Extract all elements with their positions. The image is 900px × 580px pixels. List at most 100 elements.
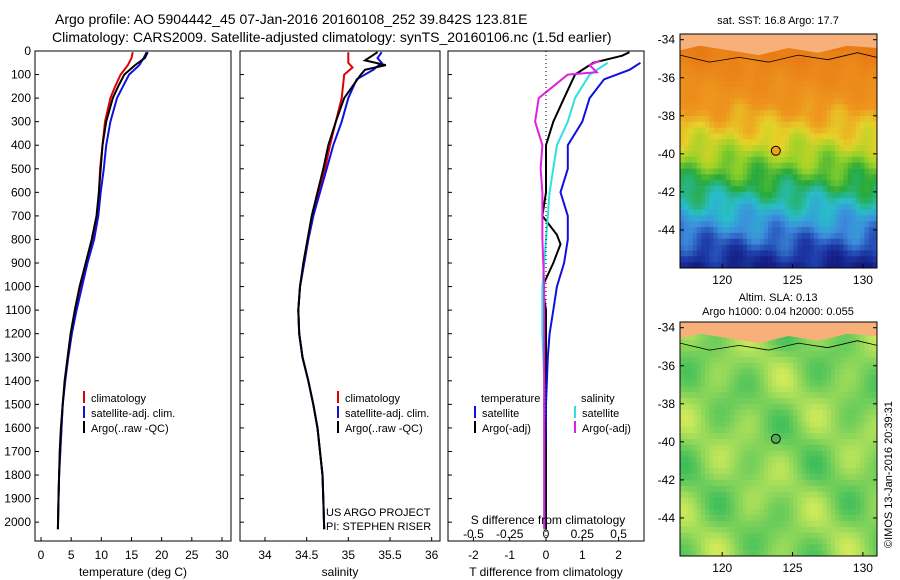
map-cell: [809, 63, 815, 70]
map-cell: [734, 186, 739, 193]
map-cell: [860, 439, 865, 446]
map-cell: [839, 433, 844, 440]
map-cell: [784, 462, 790, 469]
map-cell: [726, 98, 731, 105]
map-cell: [835, 333, 840, 340]
map-cell: [843, 238, 848, 245]
map-cell: [856, 191, 861, 199]
map-cell: [700, 244, 706, 251]
map-cell: [688, 462, 693, 469]
map-cell: [713, 485, 719, 492]
map-cell: [847, 503, 853, 510]
map-cell: [696, 444, 702, 451]
map-cell: [717, 227, 723, 234]
legend-climatology: climatology: [91, 393, 147, 405]
series-line: [541, 51, 630, 530]
map-cell: [734, 244, 739, 251]
map-cell: [793, 221, 798, 228]
map-cell: [688, 127, 693, 134]
map-cell: [868, 339, 874, 346]
map-cell: [784, 456, 790, 463]
map-cell: [793, 174, 798, 181]
map-cell: [730, 191, 735, 199]
legend-t-satellite: satellite: [482, 408, 519, 420]
map-cell: [717, 374, 723, 381]
map-cell: [851, 333, 857, 340]
map-cell: [692, 427, 698, 434]
map-cell: [726, 503, 731, 510]
map-cell: [843, 162, 848, 169]
map-cell: [818, 497, 823, 504]
map-cell: [788, 63, 794, 70]
map-cell: [730, 427, 735, 434]
map-cell: [747, 104, 752, 111]
map-cell: [680, 374, 685, 381]
map-cell: [822, 439, 827, 446]
map-cell: [709, 92, 714, 99]
map-cell: [860, 468, 865, 475]
map-cell: [713, 168, 719, 175]
map-cell: [830, 104, 836, 111]
map-cell: [801, 191, 807, 199]
depth-tick-label: 1900: [4, 492, 31, 506]
map-cell: [768, 238, 773, 245]
map-cell: [721, 156, 727, 163]
map-cell: [872, 444, 878, 451]
map-cell: [696, 544, 702, 551]
map-cell: [826, 357, 832, 364]
map-cell: [747, 538, 752, 545]
map-cell: [780, 191, 786, 199]
map-cell: [809, 127, 815, 134]
map-cell: [717, 398, 723, 405]
map-cell: [801, 398, 807, 405]
map-cell: [818, 244, 823, 251]
map-cell: [680, 104, 685, 111]
map-cell: [843, 63, 848, 70]
map-cell: [780, 427, 786, 434]
map-cell: [776, 520, 781, 528]
map-cell: [788, 238, 794, 245]
map-cell: [864, 351, 869, 358]
map-cell: [721, 74, 727, 82]
map-cell: [709, 456, 714, 463]
map-cell: [860, 357, 865, 364]
map-cell: [843, 168, 848, 175]
map-cell: [805, 362, 811, 370]
map-cell: [843, 333, 848, 340]
map-cell: [784, 526, 790, 533]
map-cell: [868, 186, 874, 193]
map-cell: [709, 180, 714, 187]
map-cell: [713, 380, 719, 387]
map-cell: [814, 203, 819, 210]
map-cell: [864, 191, 869, 199]
map-cell: [768, 203, 773, 210]
map-cell: [864, 215, 869, 222]
x-tick-label: -2: [468, 548, 479, 562]
map-cell: [734, 197, 739, 204]
map-cell: [801, 491, 807, 498]
map-cell: [814, 538, 819, 545]
legend-argo-raw: Argo(..raw -QC): [345, 423, 423, 435]
map-cell: [721, 368, 727, 375]
map-cell: [705, 544, 710, 551]
map-cell: [809, 427, 815, 434]
map-cell: [747, 156, 752, 163]
map-cell: [680, 133, 685, 140]
map-cell: [751, 433, 756, 440]
map-cell: [734, 256, 739, 263]
map-cell: [688, 250, 693, 257]
map-cell: [851, 186, 857, 193]
legend-temperature-title: temperature: [481, 393, 540, 405]
map-cell: [759, 515, 765, 522]
map-cell: [797, 203, 802, 210]
map-cell: [826, 456, 832, 463]
map-cell: [843, 392, 848, 399]
map-cell: [717, 462, 723, 469]
map-cell: [680, 550, 685, 557]
map-cell: [822, 427, 827, 434]
map-cell: [721, 357, 727, 364]
map-cell: [830, 69, 836, 76]
map-cell: [684, 86, 689, 93]
map-cell: [684, 444, 689, 451]
map-cell: [835, 221, 840, 228]
